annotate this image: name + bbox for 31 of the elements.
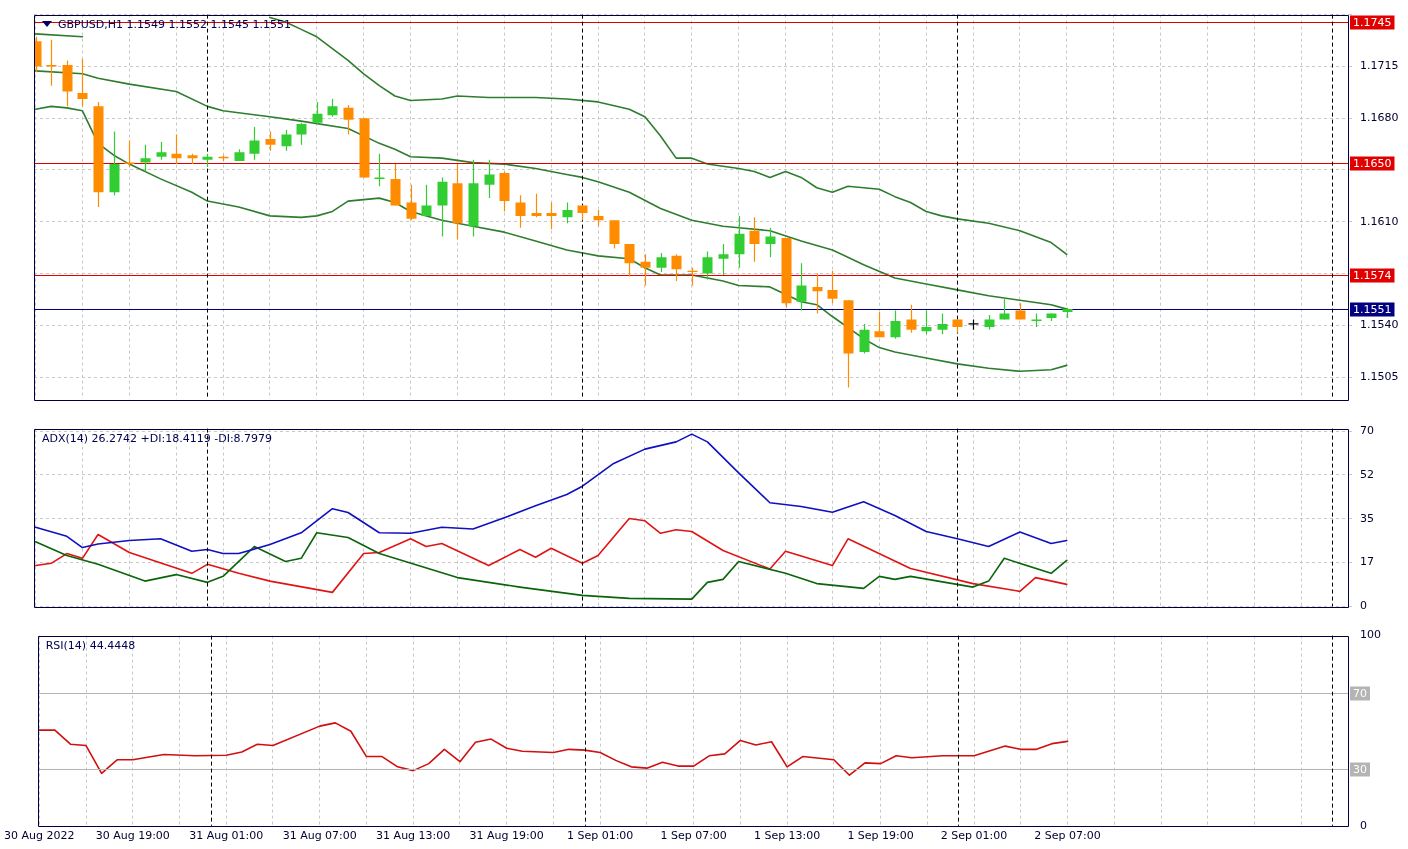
x-tick-label: 1 Sep 13:00 <box>753 829 821 843</box>
y-tick-label: 17 <box>1360 555 1374 569</box>
y-tick-label: 52 <box>1360 467 1374 481</box>
x-tick-label: 31 Aug 07:00 <box>282 829 357 843</box>
x-tick-label: 30 Aug 2022 <box>4 829 75 843</box>
y-tick-label: 100 <box>1360 628 1381 642</box>
x-tick-label: 30 Aug 19:00 <box>95 829 170 843</box>
y-tick-label: 0 <box>1360 599 1367 613</box>
ref-line-label: 1.1574 <box>1353 268 1392 282</box>
y-tick-label: 70 <box>1360 423 1374 437</box>
x-tick-label: 1 Sep 07:00 <box>660 829 727 843</box>
y-tick-label: 1.1505 <box>1360 370 1399 384</box>
ref-line-label: 30 <box>1353 762 1367 776</box>
ref-line-label: 1.1551 <box>1353 302 1392 316</box>
chart-title: RSI(14) 44.4448 <box>45 638 136 652</box>
x-tick-label: 31 Aug 01:00 <box>189 829 264 843</box>
y-tick-label: 1.1540 <box>1360 318 1399 332</box>
x-tick-label: 31 Aug 19:00 <box>469 829 544 843</box>
x-tick-label: 31 Aug 13:00 <box>376 829 451 843</box>
ref-line-label: 1.1745 <box>1353 15 1392 29</box>
y-tick-label: 1.1680 <box>1360 111 1399 125</box>
y-tick-label: 1.1715 <box>1360 59 1399 73</box>
y-tick-label: 35 <box>1360 511 1374 525</box>
x-tick-label: 2 Sep 01:00 <box>940 829 1008 843</box>
ref-line-label: 1.1650 <box>1353 156 1392 170</box>
x-tick-label: 1 Sep 19:00 <box>847 829 914 843</box>
x-tick-label: 1 Sep 01:00 <box>566 829 634 843</box>
chart-title: ADX(14) 26.2742 +DI:18.4119 -DI:8.7979 <box>42 431 273 445</box>
y-tick-label: 1.1610 <box>1360 214 1399 228</box>
y-tick-label: 0 <box>1360 818 1367 832</box>
x-tick-label: 2 Sep 07:00 <box>1034 829 1101 843</box>
